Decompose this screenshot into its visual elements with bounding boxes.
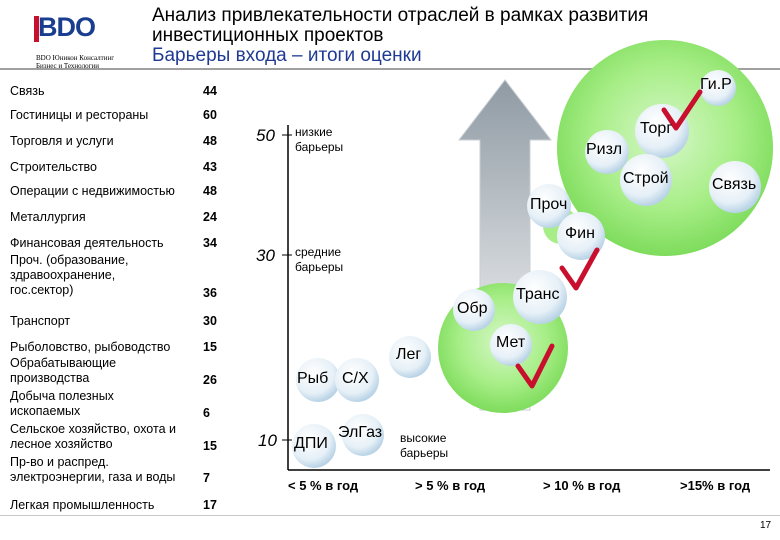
logo-subtitle-line1: BDO Юникон Консалтинг [36, 54, 115, 62]
x-label: > 10 % в год [543, 478, 621, 493]
table-row-value: 34 [203, 236, 217, 250]
bubble-proch [527, 184, 571, 228]
table-row-name: Строительство [10, 160, 97, 174]
level-label-line1: средние [295, 245, 342, 259]
bubble-dpi [292, 424, 336, 468]
bubble-label: Транс [516, 286, 560, 303]
table-row-name: Обрабатывающие производства [10, 356, 117, 385]
bubble-label: Строй [623, 170, 669, 187]
table-row-value: 6 [203, 406, 210, 420]
bubble-label: Ризл [586, 141, 623, 158]
bubble-label: ЭлГаз [338, 424, 383, 441]
table-row-value: 24 [203, 210, 217, 224]
table-row-name: Рыболовство, рыбоводство [10, 340, 171, 354]
level-label-line1: высокие [400, 431, 447, 445]
bubble-gir [700, 70, 736, 106]
checkmark-icon [515, 343, 555, 389]
level-value: 30 [256, 246, 275, 265]
table-row-name: Пр-во и распред. электроэнергии, газа и … [10, 455, 176, 484]
table-row-name: Транспорт [10, 314, 71, 328]
table-row-value: 43 [203, 160, 217, 174]
bubble-elgaz [342, 414, 384, 456]
table-row-value: 60 [203, 108, 217, 122]
bubble-leg [389, 336, 431, 378]
level-label: средние барьеры [295, 245, 343, 275]
bubble-sh [335, 358, 379, 402]
table-row-name: Легкая промышленность [10, 498, 155, 512]
bdo-logo: BDO [38, 12, 96, 42]
checkmark-icon [559, 247, 600, 291]
table-row-value: 48 [203, 134, 217, 148]
bottom-divider [0, 515, 780, 516]
table-row-name: Сельское хозяйство, охота и лесное хозяй… [10, 422, 176, 451]
bubble-torg [635, 104, 689, 158]
table-row-value: 48 [203, 184, 217, 198]
table-row-value: 15 [203, 340, 217, 354]
table-row-name: Добыча полезных ископаемых [10, 389, 114, 418]
bubble-label: Фин [565, 225, 595, 242]
bubble-label: Проч [530, 196, 568, 213]
level-label-line2: барьеры [400, 446, 449, 460]
level-label: низкие барьеры [295, 125, 343, 155]
table-row-name: Металлургия [10, 210, 86, 224]
bubble-stroy [620, 154, 672, 206]
level-value: 10 [258, 431, 277, 450]
bubble-fin [557, 212, 605, 260]
bubble-ryb [296, 358, 340, 402]
bubble-label: Ги.Р [700, 76, 732, 93]
table-row-value: 15 [203, 439, 217, 453]
bubble-label: Лег [396, 346, 422, 363]
bubble-label: Связь [712, 176, 757, 193]
level-value: 50 [256, 126, 275, 145]
table-row-value: 30 [203, 314, 217, 328]
level-label-line2: барьеры [295, 140, 344, 154]
table-row-name: Операции с недвижимостью [10, 184, 175, 198]
level-label-line1: низкие [295, 125, 333, 139]
bubble-obr [453, 289, 495, 331]
table-row-name: Гостиницы и рестораны [10, 108, 149, 122]
page-number: 17 [760, 520, 772, 531]
table-row-value: 26 [203, 373, 217, 387]
logo-subtitle-line2: Бизнес и Технологии [36, 62, 99, 70]
level-label-line2: барьеры [295, 260, 344, 274]
bubble-met [490, 324, 532, 366]
bdo-logo-bar [34, 16, 39, 42]
table-row-value: 7 [203, 471, 210, 485]
x-label: < 5 % в год [288, 478, 359, 493]
bubble-trans [513, 270, 567, 324]
table-row-name: Проч. (образование, здравоохранение, гос… [10, 253, 129, 297]
bubble-label: Мет [496, 334, 526, 351]
bubble-label: Торг [640, 120, 673, 137]
header-divider [0, 68, 780, 70]
checkmark-icon [661, 89, 703, 131]
level-label: высокие барьеры [400, 431, 448, 461]
title-line2: инвестиционных проектов [152, 25, 384, 46]
bubble-rizl [585, 130, 629, 174]
table-row-name: Финансовая деятельность [10, 236, 164, 250]
page-subtitle: Барьеры входа – итоги оценки [152, 45, 422, 66]
bubble-label: Рыб [297, 370, 329, 387]
table-row-value: 36 [203, 286, 217, 300]
table-row-value: 17 [203, 498, 217, 512]
title-line1: Анализ привлекательности отраслей в рамк… [152, 5, 649, 26]
logo-subtitle: BDO Юникон Консалтинг Бизнес и Технологи… [36, 54, 114, 70]
table-row-name: Связь [10, 84, 45, 98]
bubble-label: ДПИ [294, 435, 328, 452]
table-row-value: 44 [203, 84, 217, 98]
page-title: Анализ привлекательности отраслей в рамк… [152, 6, 648, 66]
bubble-label: С/Х [342, 370, 369, 387]
bubble-label: Обр [457, 300, 488, 317]
x-label: > 5 % в год [415, 478, 486, 493]
bubble-svyaz [709, 161, 761, 213]
table-row-name: Торговля и услуги [10, 134, 114, 148]
x-label: >15% в год [680, 478, 751, 493]
